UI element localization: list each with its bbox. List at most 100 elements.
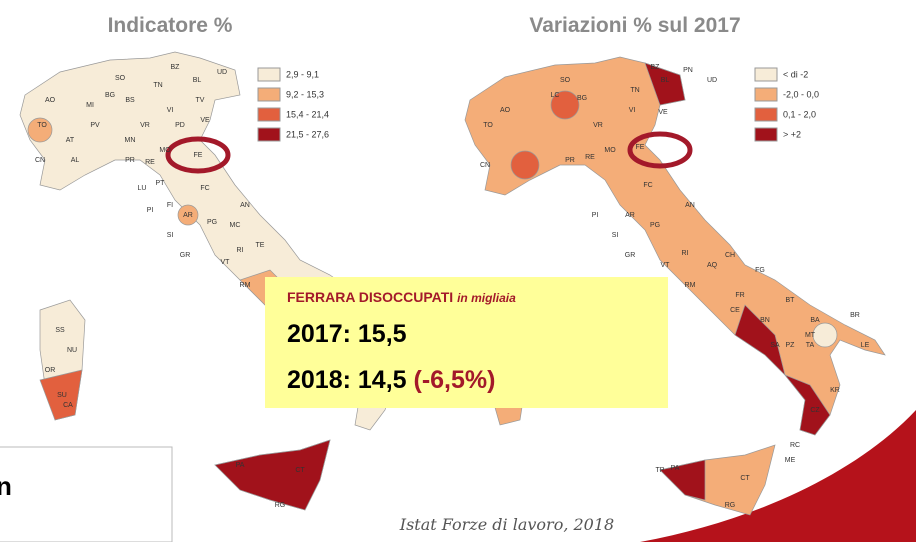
province-label: PA bbox=[671, 465, 680, 472]
province-label: FG bbox=[755, 267, 765, 274]
province-label: TE bbox=[256, 242, 265, 249]
province-label: PV bbox=[90, 122, 100, 129]
province-label: AN bbox=[240, 202, 250, 209]
province-label: SI bbox=[612, 232, 619, 239]
province-label: PN bbox=[683, 67, 693, 74]
province-label: BT bbox=[786, 297, 796, 304]
province-label: AR bbox=[625, 212, 635, 219]
province-label: BZ bbox=[651, 64, 661, 71]
province-label: CE bbox=[730, 307, 740, 314]
province-label: FE bbox=[636, 144, 645, 151]
legend-swatch bbox=[755, 128, 777, 141]
legend-label: 9,2 - 15,3 bbox=[286, 89, 324, 99]
province-label: BZ bbox=[171, 64, 181, 71]
legend-label: 0,1 - 2,0 bbox=[783, 109, 816, 119]
province-label: PD bbox=[175, 122, 185, 129]
legend-label: < di -2 bbox=[783, 69, 808, 79]
province-label: PI bbox=[147, 207, 154, 214]
province-label: BS bbox=[125, 97, 135, 104]
province-label: SS bbox=[55, 327, 65, 334]
province-label: RI bbox=[237, 247, 244, 254]
province-label: LC bbox=[551, 92, 560, 99]
province-label: TO bbox=[483, 122, 493, 129]
province-label: AN bbox=[685, 202, 695, 209]
unit: in migliaia bbox=[457, 291, 516, 305]
legend-label: -2,0 - 0,0 bbox=[783, 89, 819, 99]
legend-swatch bbox=[258, 108, 280, 121]
province-label: GR bbox=[625, 252, 636, 259]
province-label: SO bbox=[115, 75, 126, 82]
province-label: FE bbox=[194, 152, 203, 159]
province-label: TP bbox=[656, 467, 665, 474]
province-label: RE bbox=[585, 154, 595, 161]
callout-heading: FERRARA DISOCCUPATI in migliaia bbox=[287, 289, 516, 305]
province-label: RC bbox=[790, 442, 800, 449]
province-label: MO bbox=[159, 147, 171, 154]
province-label: KR bbox=[830, 387, 840, 394]
province-label: NU bbox=[67, 347, 77, 354]
province-label: BR bbox=[850, 312, 860, 319]
province-label: OR bbox=[45, 367, 56, 374]
legend-swatch bbox=[258, 68, 280, 81]
legend-label: 2,9 - 9,1 bbox=[286, 69, 319, 79]
source: Istat Forze di lavoro, 2018 bbox=[399, 515, 614, 534]
province-label: MN bbox=[125, 137, 136, 144]
province-label: LU bbox=[138, 185, 147, 192]
province-label: MT bbox=[805, 332, 816, 339]
province-label: PI bbox=[592, 212, 599, 219]
province-label: PG bbox=[207, 219, 217, 226]
callout-line: 2017: 15,5 bbox=[287, 320, 407, 348]
province-label: SA bbox=[770, 342, 780, 349]
province-label: CZ bbox=[810, 407, 820, 414]
province-label: RG bbox=[275, 502, 286, 509]
province-label: MI bbox=[86, 102, 94, 109]
province-label: RM bbox=[240, 282, 251, 289]
map-title: Variazioni % sul 2017 bbox=[529, 14, 740, 37]
province-label: CN bbox=[35, 157, 45, 164]
province-label: SU bbox=[57, 392, 67, 399]
province-label: AL bbox=[71, 157, 80, 164]
province-label: BN bbox=[760, 317, 770, 324]
province-label: UD bbox=[707, 77, 717, 84]
legend-swatch bbox=[755, 108, 777, 121]
province-label: MO bbox=[604, 147, 616, 154]
province-label: CN bbox=[480, 162, 490, 169]
province-label: FR bbox=[735, 292, 744, 299]
province-label: FC bbox=[643, 182, 652, 189]
province-label: AQ bbox=[707, 262, 718, 269]
heading: FERRARA DISOCCUPATI bbox=[287, 289, 453, 305]
legend-label: 21,5 - 27,6 bbox=[286, 129, 329, 139]
province-label: ME bbox=[785, 457, 796, 464]
province-label: BL bbox=[193, 77, 202, 84]
province-label: TV bbox=[196, 97, 205, 104]
province-label: TN bbox=[630, 87, 639, 94]
side-box bbox=[0, 447, 172, 542]
province-label: FI bbox=[167, 202, 173, 209]
province-label: TN bbox=[153, 82, 162, 89]
province-label: BG bbox=[577, 95, 587, 102]
province-label: AO bbox=[45, 97, 56, 104]
province-label: AO bbox=[500, 107, 511, 114]
province-label: TA bbox=[806, 342, 815, 349]
change: (-6,5%) bbox=[414, 366, 496, 394]
province-label: SO bbox=[560, 77, 571, 84]
province-label: RM bbox=[685, 282, 696, 289]
province-label: PT bbox=[156, 180, 166, 187]
legend-swatch bbox=[755, 68, 777, 81]
callout-line: 2018: 14,5 (-6,5%) bbox=[287, 366, 495, 394]
province-label: CT bbox=[295, 467, 305, 474]
province-label: VR bbox=[140, 122, 150, 129]
province-label: CH bbox=[725, 252, 735, 259]
province-label: VR bbox=[593, 122, 603, 129]
province-label: MC bbox=[230, 222, 241, 229]
province-label: BA bbox=[810, 317, 820, 324]
legend-swatch bbox=[755, 88, 777, 101]
province-label: PZ bbox=[786, 342, 796, 349]
slide: Indicatore % Variazioni % sul 2017 2,9 -… bbox=[0, 0, 916, 542]
province-label: VT bbox=[221, 259, 231, 266]
line-2018: 2018: 14,5 bbox=[287, 366, 407, 394]
province-label: VE bbox=[658, 109, 668, 116]
province-label: RG bbox=[725, 502, 736, 509]
legend-label: 15,4 - 21,4 bbox=[286, 109, 329, 119]
province-label: GR bbox=[180, 252, 191, 259]
